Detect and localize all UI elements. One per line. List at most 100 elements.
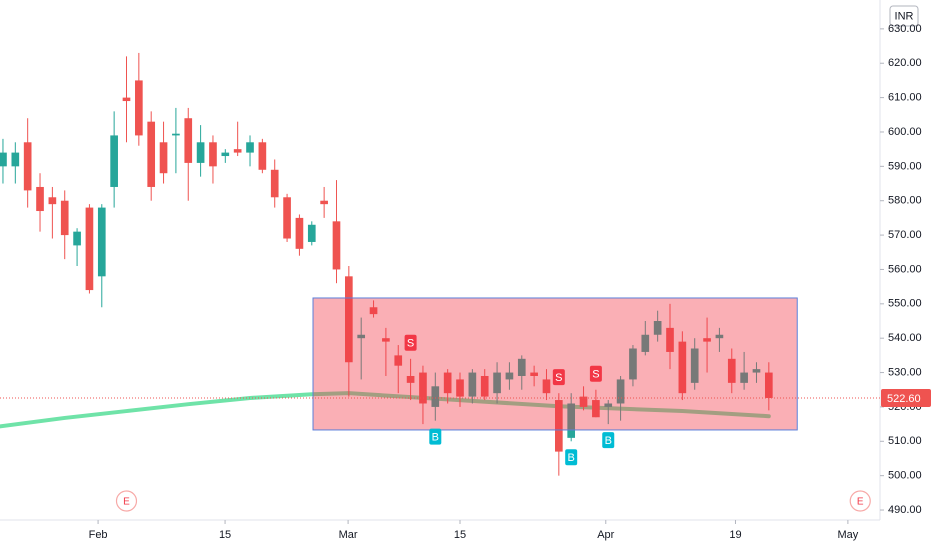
candle-body: [431, 386, 440, 407]
candle-body: [23, 142, 32, 191]
candle-body: [332, 221, 341, 270]
candle-body: [184, 118, 193, 163]
x-tick-label: 15: [219, 529, 231, 541]
candle-body: [270, 169, 279, 198]
x-tick-label: 19: [729, 529, 741, 541]
candle-body: [97, 207, 106, 277]
currency-box: [889, 5, 919, 27]
candle-body: [0, 152, 7, 167]
candle-body: [653, 321, 662, 335]
candle-body: [307, 224, 316, 242]
candle-body: [406, 375, 415, 383]
candle-body: [85, 207, 94, 291]
candle-body: [443, 372, 452, 394]
candle-body: [690, 348, 699, 383]
signal-label: S: [407, 338, 414, 350]
y-tick-label: 610.00: [888, 92, 922, 104]
candle-body: [382, 338, 390, 342]
signal-badge: [404, 334, 417, 351]
x-tick-label: Apr: [597, 529, 614, 541]
candle-body: [135, 80, 143, 136]
y-tick-label: 500.00: [888, 470, 922, 482]
candle-body: [493, 372, 501, 394]
currency-label: INR: [895, 10, 914, 22]
candle-body: [629, 348, 637, 380]
zone-box: [312, 297, 798, 431]
candle-body: [592, 400, 600, 418]
last-price-label: 522.60: [887, 393, 921, 405]
y-tick-label: 540.00: [888, 332, 922, 344]
x-tick-label: May: [837, 529, 858, 541]
candle-body: [456, 379, 464, 397]
event-label: E: [123, 497, 130, 508]
candle-body: [73, 231, 81, 246]
candle-body: [345, 276, 353, 363]
candle-body: [320, 200, 328, 205]
candle-body: [480, 375, 489, 397]
y-tick-label: 550.00: [888, 298, 922, 310]
candle-body: [752, 369, 761, 373]
y-tick-label: 620.00: [888, 57, 922, 69]
candle-body: [172, 133, 180, 136]
candle-body: [196, 142, 205, 163]
candle-body: [505, 372, 514, 380]
event-marker: [849, 490, 871, 512]
event-label: E: [857, 497, 864, 508]
signal-label: B: [432, 432, 439, 444]
candle-body: [678, 341, 687, 394]
candle-body: [468, 372, 477, 397]
candle-body: [517, 358, 526, 376]
candle-body: [764, 372, 773, 398]
signal-badge: [565, 449, 578, 466]
candle-body: [11, 152, 20, 167]
candle-body: [727, 358, 736, 383]
candle-body: [567, 403, 576, 438]
candle-body: [579, 396, 588, 407]
x-tick-label: Feb: [89, 529, 108, 541]
signal-label: B: [568, 452, 575, 464]
y-tick-label: 630.00: [888, 23, 922, 35]
y-tick-label: 590.00: [888, 160, 922, 172]
candle-body: [258, 142, 267, 170]
candle-body: [715, 334, 724, 339]
y-tick-label: 490.00: [888, 504, 922, 516]
y-tick-label: 570.00: [888, 229, 922, 241]
candle-body: [159, 142, 168, 174]
last-price-badge: [881, 388, 931, 407]
y-tick-label: 580.00: [888, 195, 922, 207]
candle-body: [357, 334, 366, 339]
candle-body: [616, 379, 625, 404]
signal-label: B: [605, 435, 612, 447]
candle-body: [122, 97, 131, 102]
candle-body: [394, 355, 403, 366]
candle-body: [555, 400, 563, 452]
signal-badge: [552, 369, 565, 386]
candle-body: [209, 142, 217, 167]
candle-body: [604, 403, 613, 407]
candle-body: [369, 307, 378, 315]
x-tick-label: 15: [454, 529, 466, 541]
candle-body: [666, 327, 674, 352]
candle-body: [60, 200, 69, 236]
candle-body: [246, 142, 254, 153]
y-tick-label: 600.00: [888, 126, 922, 138]
candle-body: [703, 338, 711, 342]
signal-badge: [429, 428, 442, 445]
candle-body: [233, 149, 242, 153]
candle-body: [147, 121, 156, 187]
signal-label: S: [592, 369, 599, 381]
signal-badge: [589, 365, 602, 382]
candle-body: [221, 152, 230, 157]
moving-average: [0, 391, 771, 429]
candle-body: [740, 372, 748, 383]
candle-body: [641, 334, 650, 352]
candle-body: [542, 379, 551, 394]
y-tick-label: 510.00: [888, 435, 922, 447]
candle-body: [530, 372, 538, 376]
candle-body: [419, 372, 427, 404]
signal-badge: [602, 432, 615, 449]
signal-label: S: [555, 372, 562, 384]
x-tick-label: Mar: [339, 529, 358, 541]
candle-body: [295, 217, 304, 249]
